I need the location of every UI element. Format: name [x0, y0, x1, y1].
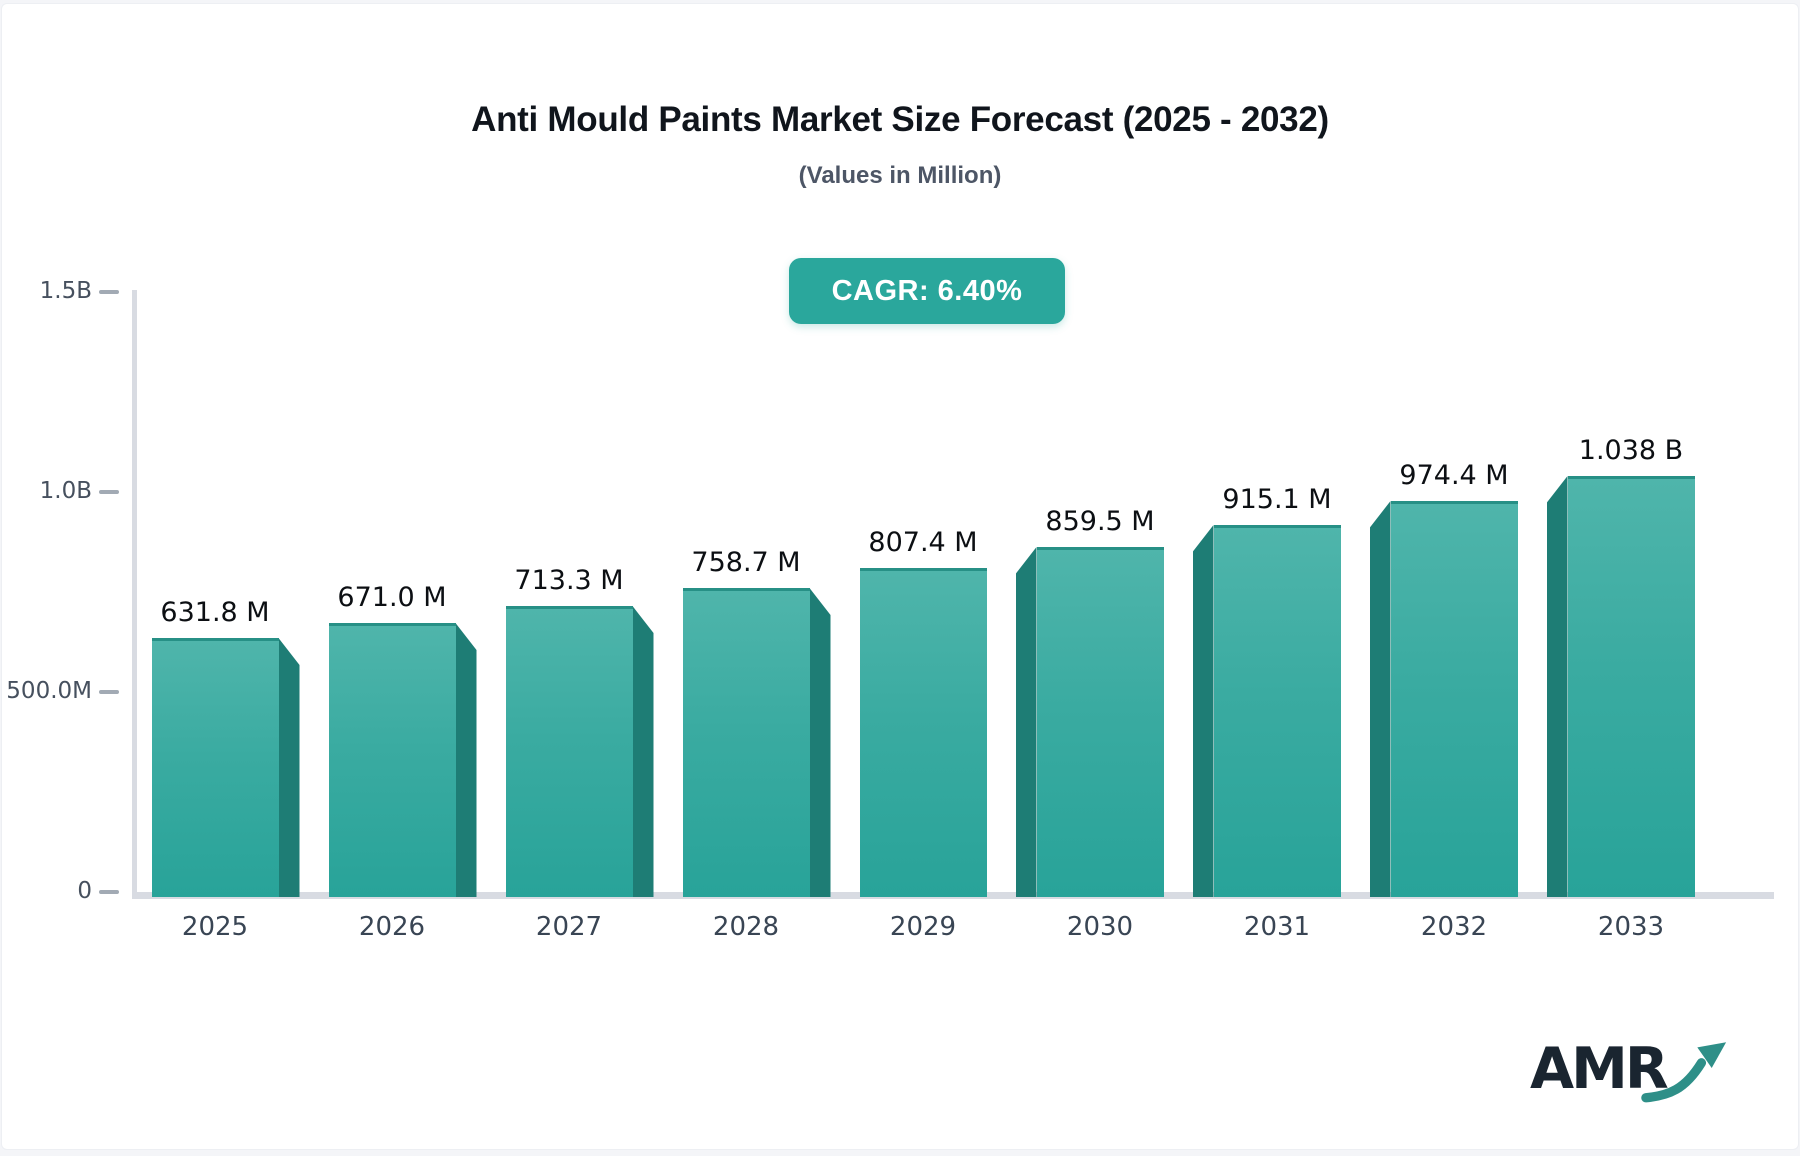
bar-2029[interactable] [859, 568, 987, 897]
x-tick-2028: 2028 [712, 912, 780, 942]
bar-2028-side [809, 588, 831, 897]
bar-2032-side [1369, 501, 1391, 897]
bar-2033-side [1546, 476, 1568, 897]
bar-2031-value-label: 915.1 M [1222, 484, 1332, 515]
cagr-badge-label: CAGR: 6.40% [831, 274, 1023, 307]
bar-2031[interactable] [1213, 525, 1341, 897]
y-tick-label: 0 [77, 878, 92, 904]
x-tick-2032: 2032 [1420, 912, 1488, 942]
bar-2027-value-label: 713.3 M [514, 565, 624, 596]
bar-2026-side [455, 623, 477, 897]
bar-2027-side [632, 606, 654, 897]
bar-2026[interactable] [328, 623, 456, 897]
bar-2028-value-label: 758.7 M [691, 547, 801, 578]
bar-2033-value-label: 1.038 B [1578, 435, 1684, 466]
bar-2025[interactable] [151, 638, 279, 897]
bar-2027[interactable] [505, 606, 633, 897]
x-tick-2031: 2031 [1243, 912, 1311, 942]
bar-2030[interactable] [1036, 547, 1164, 897]
bar-2032[interactable] [1390, 501, 1518, 897]
bar-2031-side [1192, 525, 1214, 897]
bar-2029-value-label: 807.4 M [868, 527, 978, 558]
x-tick-2026: 2026 [358, 912, 426, 942]
x-tick-2030: 2030 [1066, 912, 1134, 942]
bar-2026-value-label: 671.0 M [337, 582, 447, 613]
y-tick-dash [99, 490, 119, 494]
y-tick-dash [99, 290, 119, 294]
bar-2030-value-label: 859.5 M [1045, 506, 1155, 537]
x-tick-2025: 2025 [181, 912, 249, 942]
amr-logo-arrow-icon [1641, 1042, 1727, 1103]
bar-chart-plot: 1.5B 1.0B 500.0M 0 631.8 M 2025 671.0 M 2026 713… [6, 280, 1774, 942]
chart-subtitle: (Values in Million) [798, 162, 1002, 189]
bar-2025-value-label: 631.8 M [160, 597, 270, 628]
y-tick-label: 500.0M [6, 678, 92, 704]
amr-logo: AMR [1530, 1032, 1750, 1116]
bar-2025-side [278, 638, 300, 897]
bar-2033[interactable] [1567, 476, 1695, 897]
y-tick-label: 1.0B [39, 478, 92, 504]
chart-card: Anti Mould Paints Market Size Forecast (… [1, 3, 1799, 1150]
x-tick-2033: 2033 [1597, 912, 1665, 942]
bar-2032-value-label: 974.4 M [1399, 460, 1509, 491]
y-tick-dash [99, 890, 119, 894]
y-axis-line [132, 290, 137, 899]
cagr-badge: CAGR: 6.40% [789, 258, 1065, 324]
y-tick-label: 1.5B [39, 278, 92, 304]
chart-title: Anti Mould Paints Market Size Forecast (… [471, 100, 1329, 139]
x-tick-2027: 2027 [535, 912, 603, 942]
bar-2028[interactable] [682, 588, 810, 897]
y-tick-dash [99, 690, 119, 694]
x-tick-2029: 2029 [889, 912, 957, 942]
bar-2030-side [1015, 547, 1037, 897]
amr-logo-text: AMR [1530, 1036, 1669, 1102]
